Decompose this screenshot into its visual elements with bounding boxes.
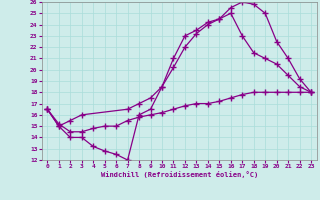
X-axis label: Windchill (Refroidissement éolien,°C): Windchill (Refroidissement éolien,°C)	[100, 171, 258, 178]
